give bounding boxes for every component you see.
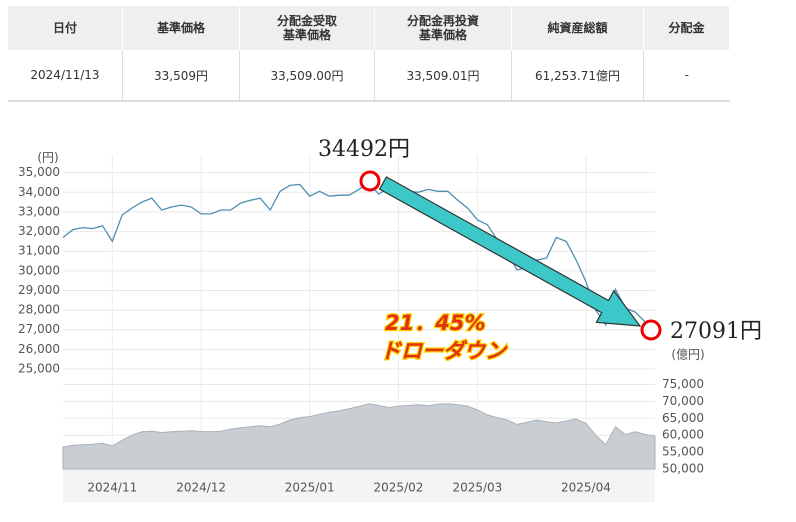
cell: 33,509円 xyxy=(122,50,240,102)
y-tick-label: 28,000 xyxy=(18,303,60,317)
x-tick-label: 2024/11 xyxy=(87,481,137,495)
x-tick-label: 2025/03 xyxy=(452,481,502,495)
annotation: ドローダウン xyxy=(380,339,508,363)
header-cell: 分配金 xyxy=(643,6,730,50)
header-cell: 純資産総額 xyxy=(511,6,644,50)
y-tick-label: 29,000 xyxy=(18,283,60,297)
header-cell: 分配金再投資 基準価格 xyxy=(374,6,512,50)
trough-marker xyxy=(640,319,662,341)
marks: 25,000 26,000 27,000 28,000 29,000 30,000 31,0… xyxy=(18,155,704,495)
header-cell: 分配金受取 基準価格 xyxy=(239,6,375,50)
cell: 33,509.00円 xyxy=(239,50,375,102)
annotation: 27091円 xyxy=(670,319,762,344)
header-cell: 日付 xyxy=(8,6,123,50)
x-tick-label: 2025/04 xyxy=(561,481,611,495)
cell: - xyxy=(643,50,730,102)
y-tick-label: 30,000 xyxy=(18,263,60,277)
x-tick-label: 2024/12 xyxy=(176,481,226,495)
y2-tick-label: 60,000 xyxy=(662,428,704,442)
y2-tick-label: 75,000 xyxy=(662,377,704,391)
y2-tick-label: 55,000 xyxy=(662,445,704,459)
y-tick-label: 34,000 xyxy=(18,185,60,199)
annotation: 34492円 xyxy=(318,137,410,162)
y-tick-label: 32,000 xyxy=(18,224,60,238)
area xyxy=(62,403,656,470)
cell: 33,509.01円 xyxy=(374,50,512,102)
y-tick-label: 35,000 xyxy=(18,165,60,179)
arrow xyxy=(378,176,642,327)
y2-axis-label: (億円) xyxy=(671,348,704,362)
x-axis-band xyxy=(63,470,655,502)
annotation: 21．45% xyxy=(385,311,486,335)
header-cell: 基準価格 xyxy=(122,6,240,50)
cell: 2024/11/13 xyxy=(8,50,123,102)
y2-tick-label: 65,000 xyxy=(662,411,704,425)
y2-tick-label: 70,000 xyxy=(662,394,704,408)
x-tick-label: 2025/01 xyxy=(285,481,335,495)
y-tick-label: 27,000 xyxy=(18,322,60,336)
header-row: 日付 基準価格 分配金受取 基準価格 分配金再投資 基準価格 純資産総額 分配金 xyxy=(8,6,730,50)
y-tick-label: 26,000 xyxy=(18,342,60,356)
cell: 61,253.71億円 xyxy=(511,50,644,102)
data-row: 2024/11/13 33,509円 33,509.00円 33,509.01円… xyxy=(8,50,730,102)
price-table: 日付 基準価格 分配金受取 基準価格 分配金再投資 基準価格 純資産総額 分配金… xyxy=(8,6,730,102)
y2-tick-label: 50,000 xyxy=(662,462,704,476)
peak-marker xyxy=(359,170,381,192)
y-tick-label: 33,000 xyxy=(18,204,60,218)
x-tick-label: 2025/02 xyxy=(374,481,424,495)
line xyxy=(62,181,656,329)
y-tick-label: 25,000 xyxy=(18,362,60,376)
y-tick-label: 31,000 xyxy=(18,244,60,258)
y-axis-label: (円) xyxy=(37,151,58,165)
